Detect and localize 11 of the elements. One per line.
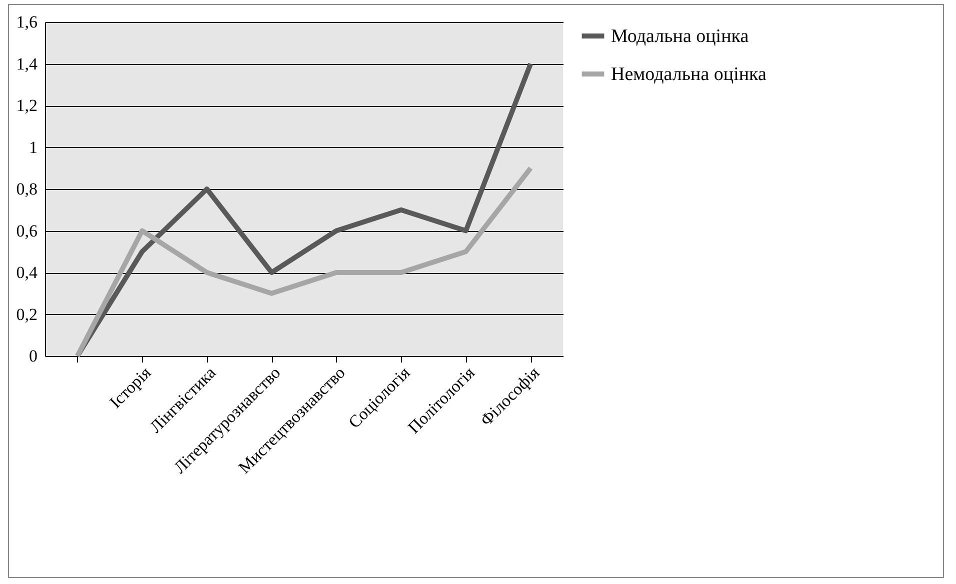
y-tick-label: 0,4: [16, 263, 38, 282]
y-tick-label: 1,4: [16, 54, 38, 74]
y-tick-label: 1: [29, 138, 38, 157]
y-tick-label: 0,6: [16, 221, 38, 240]
y-tick-label: 0,8: [16, 180, 38, 198]
y-tick-label: 0: [29, 346, 38, 366]
y-tick-label: 1,2: [16, 96, 38, 115]
y-tick-label: 0,2: [16, 304, 38, 324]
legend-label: Модальна оцінка: [611, 26, 750, 47]
legend-label: Немодальна оцінка: [611, 64, 767, 85]
y-tick-label: 1,6: [16, 12, 38, 32]
